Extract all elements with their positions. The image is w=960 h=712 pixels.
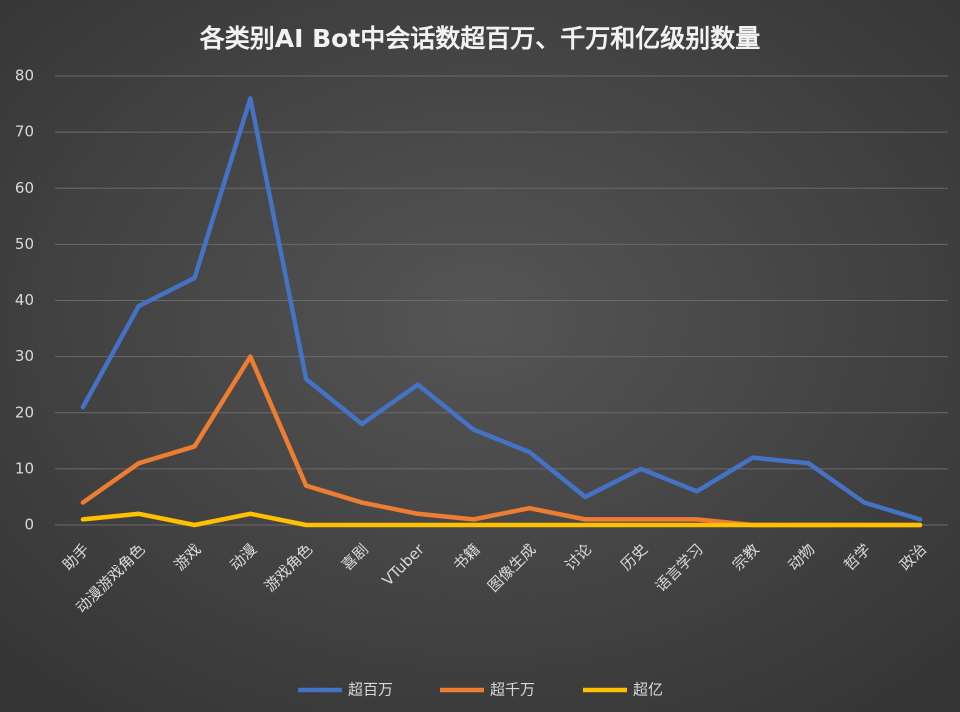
- data-line: [80, 96, 923, 522]
- y-tick-label: 70: [15, 123, 34, 141]
- y-tick-label: 40: [15, 291, 34, 309]
- y-tick-label: 0: [24, 516, 34, 534]
- y-tick-label: 80: [15, 67, 34, 85]
- y-tick-label: 60: [15, 179, 34, 197]
- legend-label: 超百万: [348, 681, 393, 699]
- data-line: [80, 511, 923, 528]
- y-tick-label: 30: [15, 347, 34, 365]
- y-tick-label: 10: [15, 459, 34, 477]
- legend-label: 超千万: [490, 681, 535, 699]
- legend-label: 超亿: [633, 681, 663, 699]
- chart-title: 各类别AI Bot中会话数超百万、千万和亿级别数量: [199, 24, 761, 53]
- y-tick-label: 20: [15, 403, 34, 421]
- y-tick-label: 50: [15, 235, 34, 253]
